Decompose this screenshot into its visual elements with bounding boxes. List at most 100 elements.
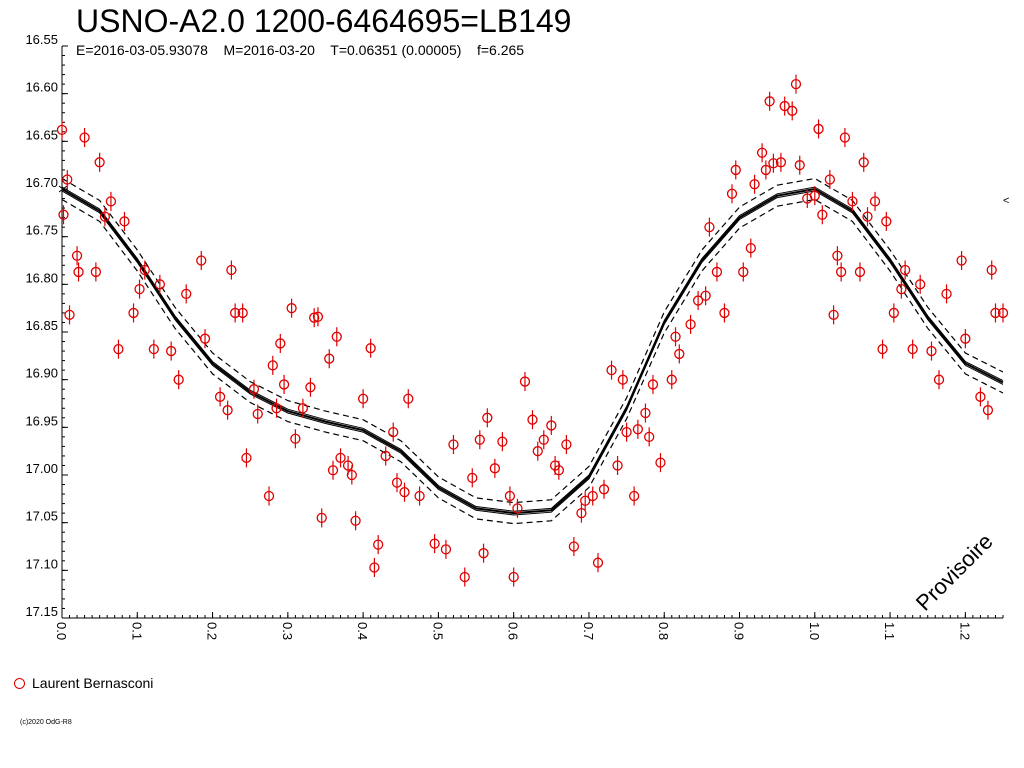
point-marker: [692, 295, 704, 306]
point-marker: [459, 571, 470, 583]
point-marker: [644, 431, 655, 443]
y-tick-label: 17.05: [25, 509, 58, 524]
point-marker: [199, 333, 211, 344]
data-point: [440, 539, 452, 559]
point-marker: [647, 379, 659, 390]
point-marker: [700, 290, 711, 301]
data-point: [489, 458, 501, 478]
point-marker: [166, 345, 177, 357]
point-marker: [482, 412, 493, 423]
data-point: [474, 430, 485, 450]
data-point: [621, 422, 632, 442]
point-marker: [489, 463, 501, 474]
edge-marker: <: [1003, 195, 1009, 207]
x-tick-label: 0.7: [581, 622, 596, 640]
point-marker: [632, 424, 644, 435]
data-point: [538, 430, 549, 450]
fit-curve-edge: [61, 186, 1004, 512]
provisoire-watermark: Provisoire: [911, 529, 998, 616]
data-point: [62, 169, 73, 189]
data-point: [628, 486, 640, 506]
data-point: [508, 567, 519, 587]
point-marker: [278, 379, 290, 390]
point-marker: [824, 174, 836, 185]
point-marker: [357, 393, 369, 404]
point-marker: [519, 376, 531, 387]
point-marker: [997, 307, 1009, 319]
y-tick-label: 17.10: [25, 556, 58, 571]
point-marker: [730, 164, 741, 176]
data-point: [56, 120, 68, 140]
data-point: [237, 303, 248, 323]
point-marker: [56, 124, 68, 136]
data-point: [271, 398, 282, 418]
point-marker: [685, 319, 696, 330]
data-point: [546, 415, 557, 435]
data-point: [391, 473, 403, 493]
data-point: [854, 262, 866, 282]
y-tick-label: 17.15: [25, 604, 58, 619]
data-point: [113, 339, 124, 359]
data-point: [899, 260, 911, 280]
data-point: [119, 211, 130, 231]
data-point: [519, 372, 531, 392]
point-marker: [760, 164, 772, 176]
data-point: [331, 327, 342, 347]
point-marker: [324, 353, 335, 364]
point-marker: [346, 469, 357, 481]
data-point: [196, 250, 207, 271]
data-point: [241, 448, 252, 468]
data-point: [580, 491, 591, 511]
point-marker: [297, 403, 309, 414]
data-point: [568, 536, 580, 557]
fit-curve: [61, 187, 1004, 515]
point-marker: [907, 344, 918, 355]
data-point: [154, 274, 166, 294]
point-marker: [504, 490, 516, 502]
point-marker: [237, 307, 248, 319]
data-point: [888, 303, 899, 323]
data-point: [915, 274, 926, 294]
data-point: [527, 410, 538, 430]
x-tick-label: 0.2: [205, 622, 220, 640]
data-point: [166, 341, 177, 361]
point-marker: [612, 460, 623, 471]
data-point: [956, 250, 967, 271]
point-marker: [369, 562, 380, 573]
data-point: [199, 329, 211, 349]
data-point: [414, 486, 425, 506]
data-point: [324, 349, 335, 369]
x-tick-label: 0.4: [355, 622, 370, 640]
data-point: [835, 262, 847, 282]
point-marker: [756, 147, 768, 158]
data-point: [907, 339, 918, 359]
data-point: [79, 127, 90, 148]
point-marker: [222, 405, 233, 416]
point-marker: [267, 360, 278, 371]
point-marker: [508, 571, 519, 583]
point-marker: [592, 557, 604, 568]
data-point: [990, 303, 1001, 323]
data-point: [847, 191, 858, 211]
data-point: [730, 160, 741, 180]
data-point: [881, 211, 892, 231]
point-marker: [94, 157, 105, 168]
point-marker: [139, 264, 150, 276]
point-marker: [440, 544, 452, 555]
data-point: [719, 303, 730, 323]
data-point: [286, 298, 297, 318]
data-point: [504, 486, 516, 506]
data-point: [335, 448, 346, 468]
point-marker: [241, 452, 252, 463]
point-marker: [640, 407, 651, 419]
point-marker: [327, 465, 339, 476]
point-marker: [915, 279, 926, 290]
data-point: [933, 370, 945, 390]
axes: 16.55 16.60 16.65 16.70 16.75 16.80 16.85 16.90…: [25, 32, 1004, 640]
data-point: [252, 404, 263, 424]
point-marker: [839, 132, 851, 143]
point-marker: [373, 539, 384, 550]
point-marker: [881, 216, 892, 227]
y-tick-label: 16.55: [25, 32, 58, 47]
x-tick-label: 0.6: [506, 622, 521, 640]
